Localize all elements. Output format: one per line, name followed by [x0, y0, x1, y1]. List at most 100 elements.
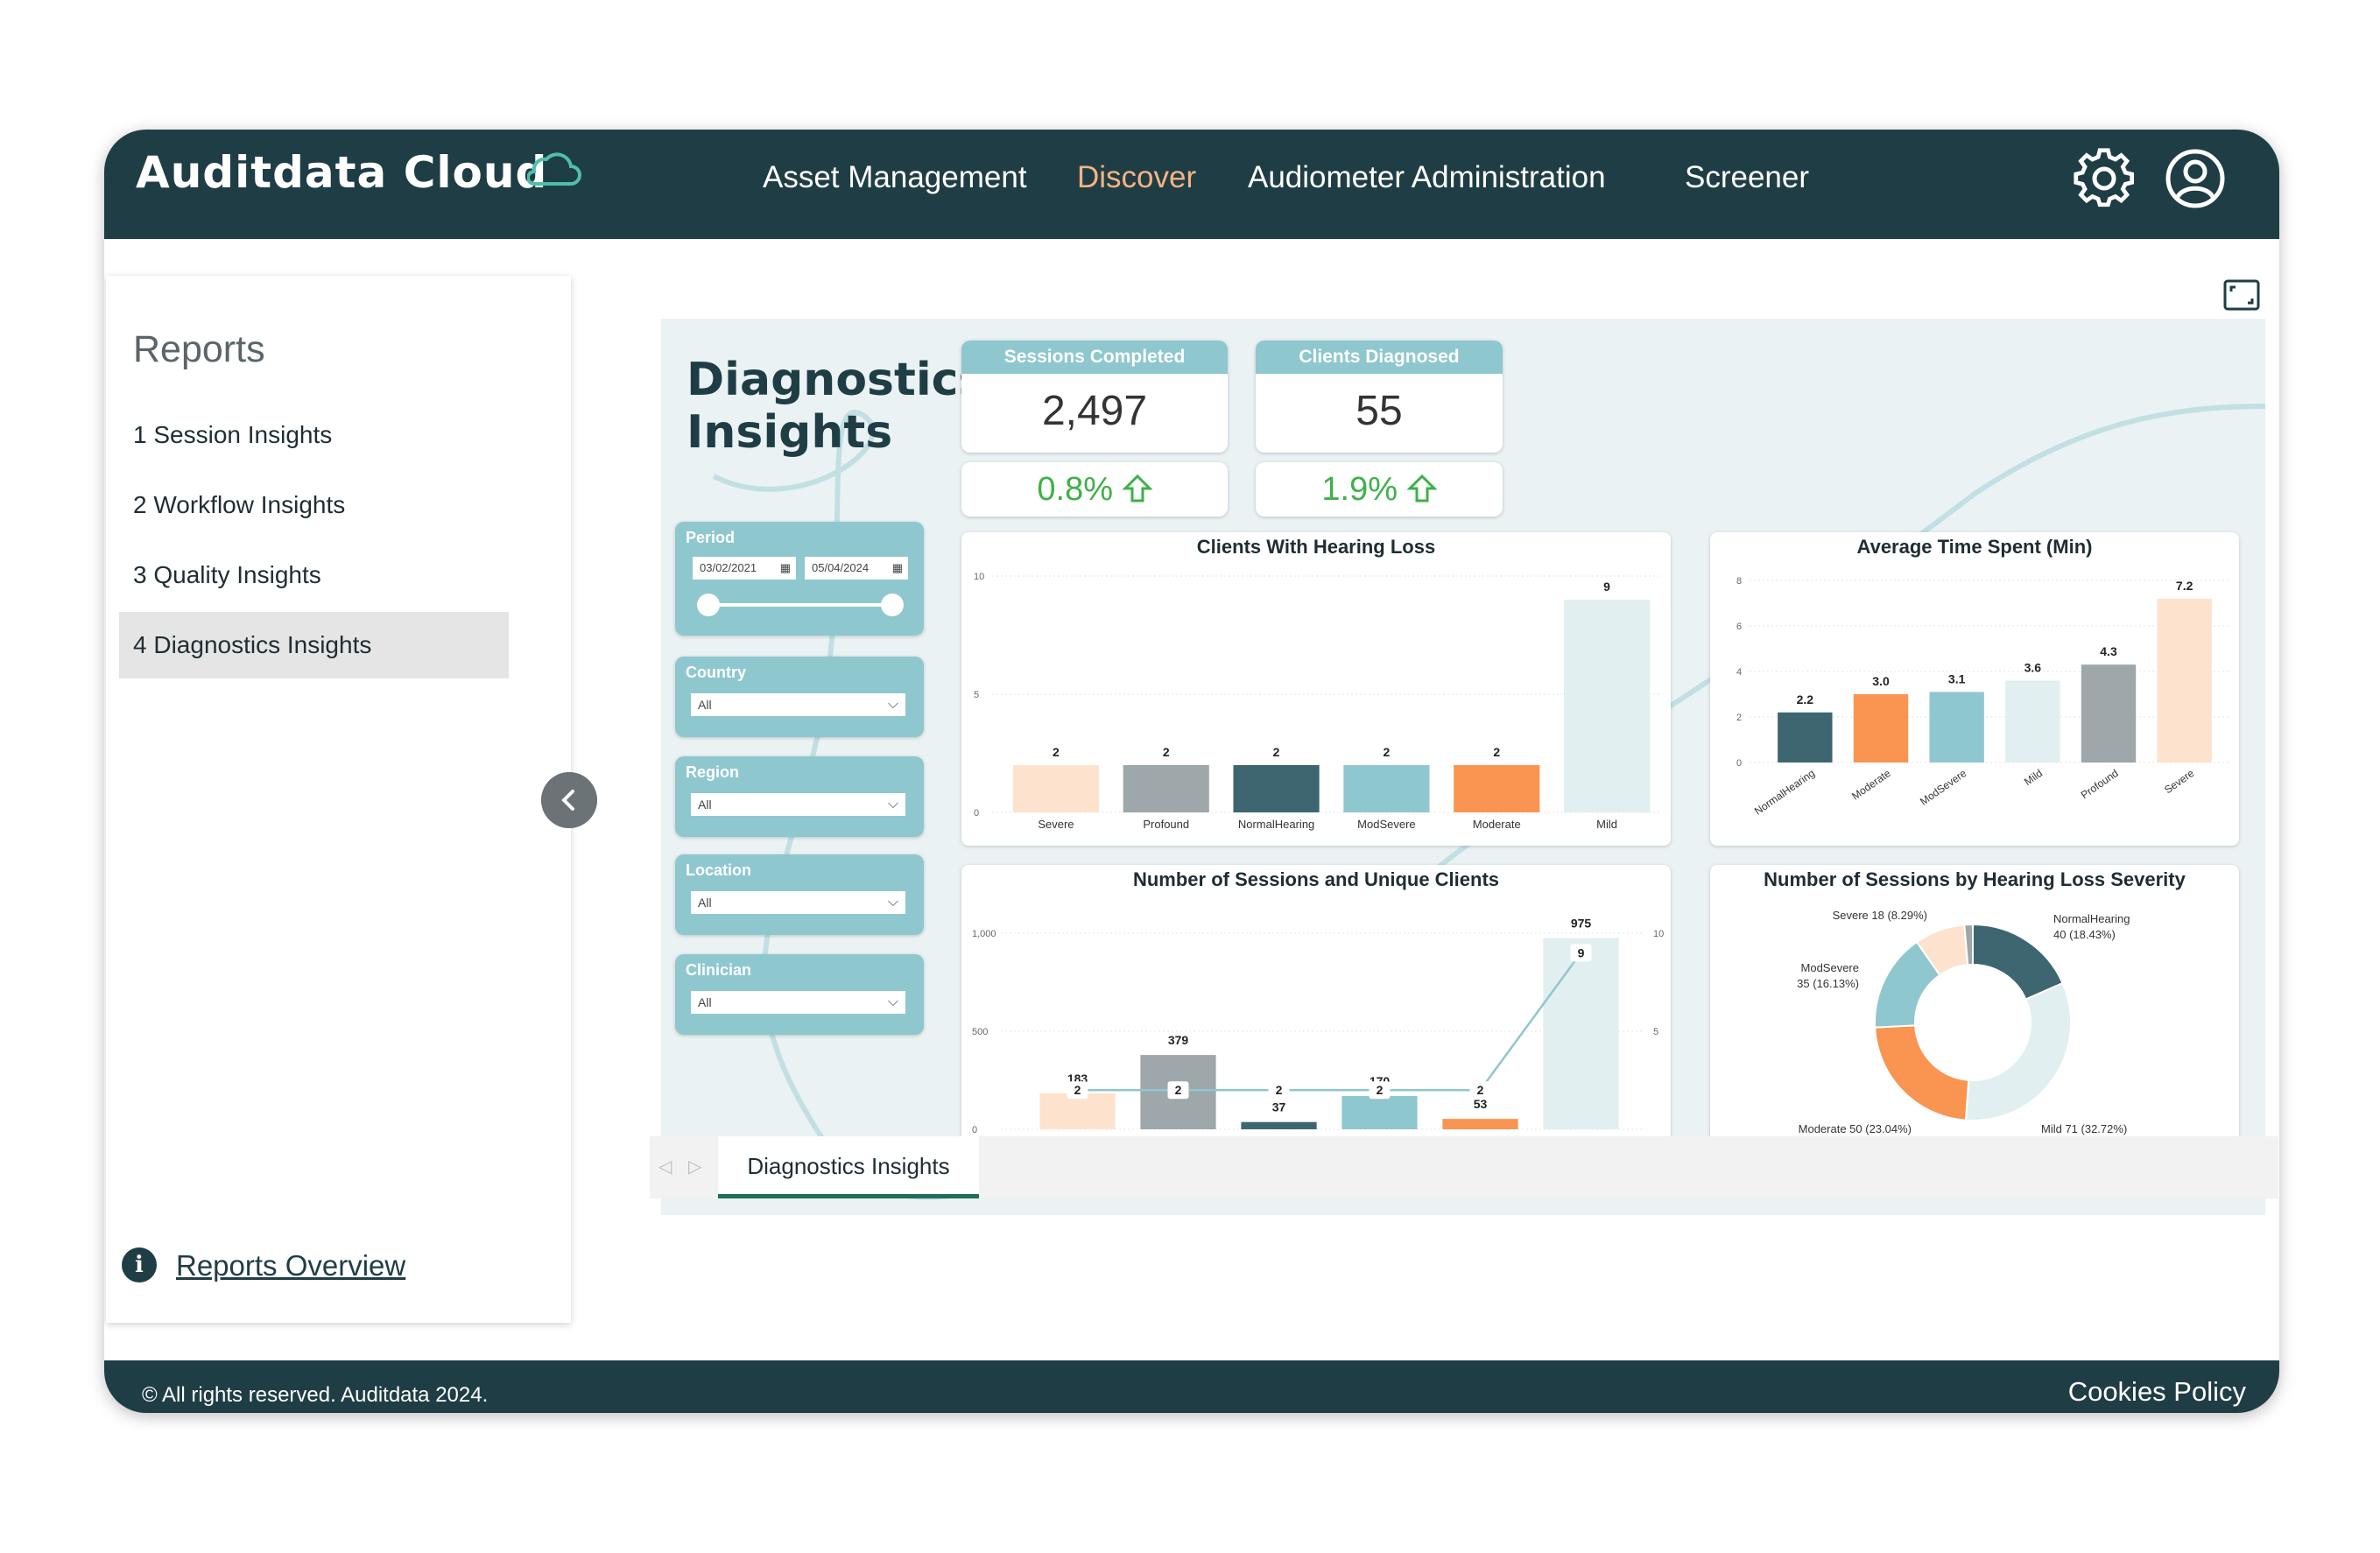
line-data-label: 2 — [1477, 1083, 1484, 1097]
location-label: Location — [686, 861, 751, 879]
bar-data-label: 3.1 — [1948, 671, 1966, 685]
bar — [1343, 765, 1430, 812]
country-label: Country — [686, 664, 746, 681]
country-dropdown[interactable]: All ⌵ — [691, 693, 905, 716]
y-tick-label: 6 — [1736, 622, 1742, 632]
region-slicer: Region All ⌵ — [675, 756, 924, 837]
nav-screener[interactable]: Screener — [1685, 160, 1810, 194]
slice-label: Mild 71 (32.72%) — [2041, 1122, 2127, 1135]
x-tick-label: NormalHearing — [1752, 767, 1817, 818]
tab-diagnostics-insights[interactable]: Diagnostics Insights — [718, 1136, 979, 1198]
x-tick-label: NormalHearing — [1238, 818, 1314, 831]
copyright-icon: © — [142, 1383, 158, 1407]
kpi-value: 2,497 — [1041, 388, 1148, 434]
cookies-policy-link[interactable]: Cookies Policy — [2067, 1376, 2246, 1407]
bar-data-label: 2 — [1053, 745, 1060, 759]
bar-data-label: 9 — [1603, 580, 1610, 594]
period-label: Period — [686, 529, 736, 546]
x-tick-label: ModSevere — [1918, 767, 1969, 808]
tab-scroll-right-icon[interactable]: ▷ — [688, 1157, 702, 1177]
clinician-slicer: Clinician All ⌵ — [675, 954, 924, 1035]
slice-label: ModSevere — [1801, 961, 1859, 974]
x-tick-label: Profound — [2079, 767, 2121, 801]
sidebar-item-session-insights[interactable]: 1 Session Insights — [133, 421, 333, 448]
country-value: All — [698, 698, 712, 712]
bar — [1778, 712, 1833, 762]
x-tick-label: Moderate — [1473, 818, 1521, 831]
gear-icon[interactable] — [2073, 147, 2136, 210]
region-dropdown[interactable]: All ⌵ — [691, 793, 905, 816]
cloud-logo-icon — [527, 152, 581, 186]
bar — [2157, 598, 2212, 762]
donut-slice — [1963, 923, 1974, 966]
nav-audiometer-administration[interactable]: Audiometer Administration — [1248, 160, 1606, 194]
country-slicer: Country All ⌵ — [675, 657, 924, 737]
kpi-clients-change: 1.9% — [1256, 462, 1503, 516]
sidebar-item-quality-insights[interactable]: 3 Quality Insights — [133, 561, 321, 588]
sidebar-item-diagnostics-insights[interactable]: 4 Diagnostics Insights — [119, 612, 509, 678]
chart-title: Clients With Hearing Loss — [1196, 536, 1436, 558]
chevron-down-icon: ⌵ — [887, 994, 898, 1009]
end-date-value: 05/04/2024 — [812, 561, 870, 574]
report-title-line2: Insights — [687, 406, 893, 459]
chart-average-time-spent: 8 6 4 2 0 2.2 NormalHearing 3.0 Moderate 3.1 ModSe… — [1736, 576, 2231, 818]
slider-handle-start[interactable] — [697, 594, 720, 616]
clinician-label: Clinician — [686, 961, 752, 979]
line-data-label: 2 — [1074, 1083, 1081, 1097]
start-date-value: 03/02/2021 — [700, 561, 757, 574]
bar — [1341, 1095, 1418, 1129]
period-end-input[interactable]: 05/04/2024 ▦ — [805, 557, 908, 580]
bar-data-label: 37 — [1272, 1100, 1286, 1114]
line-data-label-box — [1067, 1081, 1088, 1100]
user-icon[interactable] — [2164, 147, 2227, 210]
y-tick-label: 8 — [1736, 576, 1742, 587]
calendar-icon: ▦ — [891, 561, 903, 574]
slice-label: 40 (18.43%) — [2053, 928, 2116, 941]
line-data-label-box — [1268, 1081, 1290, 1100]
kpi-sessions-completed: Sessions Completed 2,497 — [961, 341, 1228, 453]
line-data-label-box — [1167, 1081, 1189, 1100]
report-title-line1: Diagnostics — [687, 354, 986, 406]
y-tick-label: 0 — [974, 808, 979, 819]
collapse-sidebar-button[interactable] — [541, 772, 597, 828]
top-navigation-bar: Auditdata Cloud Asset Management Discove… — [104, 130, 2279, 239]
period-start-input[interactable]: 03/02/2021 ▦ — [693, 557, 796, 580]
bar — [1442, 1119, 1518, 1129]
bar — [2005, 680, 2060, 762]
info-icon: i — [122, 1247, 157, 1282]
chart-title: Number of Sessions and Unique Clients — [1132, 868, 1500, 890]
line-data-label-box — [1570, 944, 1592, 962]
x-tick-label: Severe — [1038, 818, 1074, 831]
y-tick-label-right: 10 — [1653, 929, 1664, 939]
bar — [2081, 664, 2137, 762]
period-range-slider[interactable] — [691, 592, 910, 618]
copyright-label: All rights reserved. Auditdata 2024. — [162, 1383, 489, 1407]
slider-handle-end[interactable] — [881, 594, 904, 616]
bar-data-label: 53 — [1474, 1097, 1488, 1111]
app-window: Auditdata Cloud Asset Management Discove… — [104, 130, 2279, 1413]
region-value: All — [698, 798, 712, 812]
line-data-label: 2 — [1175, 1083, 1182, 1097]
bar-data-label: 2 — [1384, 745, 1391, 759]
bar — [1233, 765, 1320, 812]
x-tick-label: ModSevere — [1357, 818, 1415, 831]
sidebar-item-workflow-insights[interactable]: 2 Workflow Insights — [133, 491, 346, 518]
location-dropdown[interactable]: All ⌵ — [691, 891, 905, 914]
kpi-clients-diagnosed: Clients Diagnosed 55 — [1256, 341, 1503, 453]
reports-overview-link[interactable]: Reports Overview — [176, 1249, 406, 1282]
reports-sidebar: Reports 1 Session Insights 2 Workflow In… — [106, 276, 571, 1323]
period-slicer: Period 03/02/2021 ▦ 05/04/2024 ▦ — [675, 522, 924, 636]
x-tick-label: Severe — [2162, 767, 2196, 796]
clinician-dropdown[interactable]: All ⌵ — [691, 991, 905, 1014]
y-tick-label-left: 1,000 — [972, 929, 996, 939]
calendar-icon: ▦ — [779, 561, 791, 574]
brand-name: Auditdata Cloud — [136, 147, 548, 198]
slice-label: NormalHearing — [2053, 912, 2130, 925]
expand-icon[interactable] — [2223, 279, 2260, 311]
location-value: All — [698, 896, 712, 910]
tab-scroll-left-icon[interactable]: ◁ — [658, 1157, 672, 1177]
nav-discover[interactable]: Discover — [1077, 160, 1197, 194]
y-tick-label: 2 — [1736, 713, 1742, 723]
nav-asset-management[interactable]: Asset Management — [763, 160, 1027, 194]
bar-data-label: 3.0 — [1872, 674, 1890, 688]
